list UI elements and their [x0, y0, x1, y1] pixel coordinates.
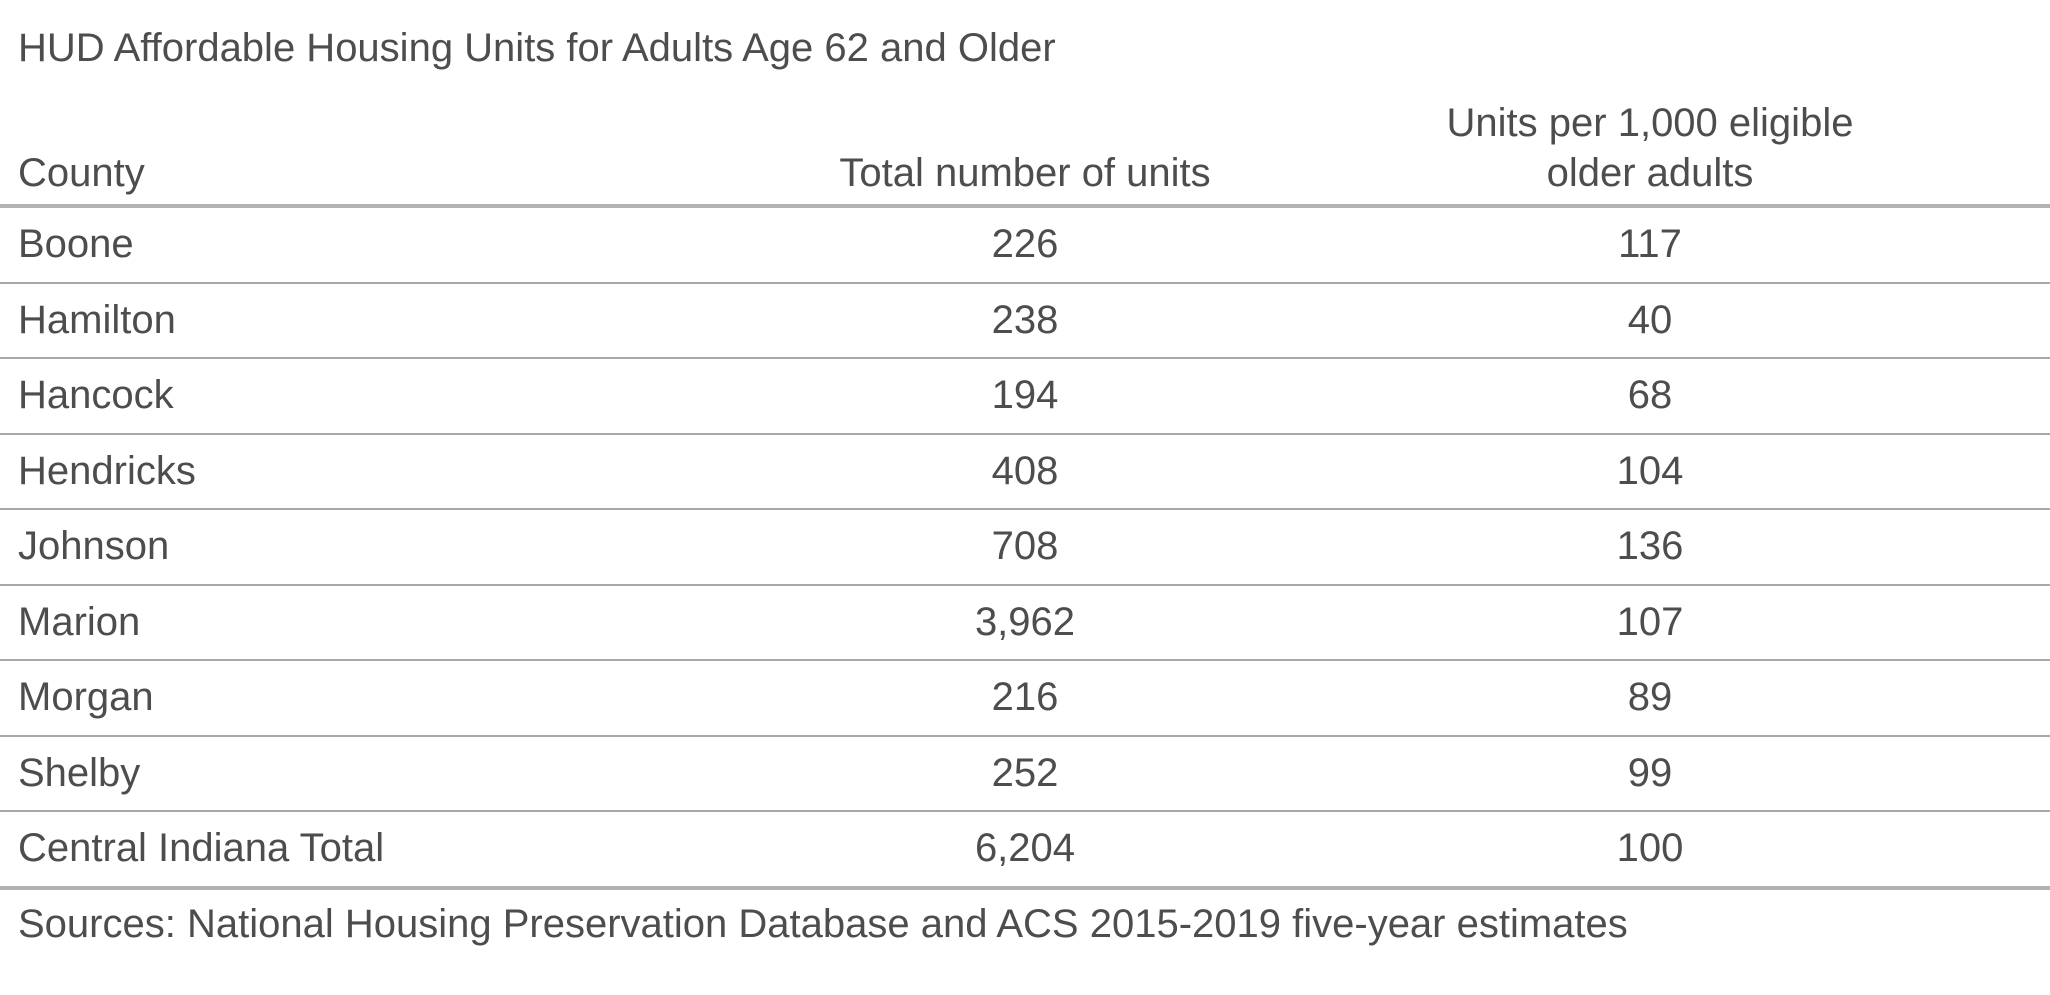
- cell-county: Central Indiana Total: [0, 811, 740, 890]
- cell-rate: 89: [1310, 660, 2050, 737]
- table-header: County Total number of units Units per 1…: [0, 98, 2050, 208]
- cell-county: Morgan: [0, 660, 740, 737]
- cell-county: Hamilton: [0, 282, 740, 359]
- cell-rate: 68: [1310, 358, 2050, 435]
- cell-total: 708: [740, 509, 1310, 586]
- housing-table-container: County Total number of units Units per 1…: [0, 98, 2050, 890]
- table-row: Marion 3,962 107: [0, 584, 2050, 661]
- table-row: Hamilton 238 40: [0, 282, 2050, 359]
- cell-county: Marion: [0, 584, 740, 661]
- cell-rate: 107: [1310, 584, 2050, 661]
- cell-total: 238: [740, 282, 1310, 359]
- cell-rate: 104: [1310, 433, 2050, 510]
- housing-units-table: County Total number of units Units per 1…: [0, 98, 2050, 890]
- cell-rate: 136: [1310, 509, 2050, 586]
- cell-total: 6,204: [740, 811, 1310, 890]
- cell-county: Hancock: [0, 358, 740, 435]
- cell-total: 194: [740, 358, 1310, 435]
- cell-county: Shelby: [0, 735, 740, 812]
- cell-total: 226: [740, 206, 1310, 284]
- table-row-total: Central Indiana Total 6,204 100: [0, 811, 2050, 890]
- cell-total: 408: [740, 433, 1310, 510]
- cell-rate: 99: [1310, 735, 2050, 812]
- source-note: Sources: National Housing Preservation D…: [18, 902, 1628, 946]
- cell-rate: 100: [1310, 811, 2050, 890]
- table-row: Boone 226 117: [0, 206, 2050, 284]
- header-units-per-1000-line1: Units per 1,000 eligible: [1446, 101, 1854, 145]
- cell-rate: 117: [1310, 206, 2050, 284]
- cell-county: Hendricks: [0, 433, 740, 510]
- cell-total: 3,962: [740, 584, 1310, 661]
- cell-total: 216: [740, 660, 1310, 737]
- cell-rate: 40: [1310, 282, 2050, 359]
- table-row: Morgan 216 89: [0, 660, 2050, 737]
- table-row: Shelby 252 99: [0, 735, 2050, 812]
- header-total-units: Total number of units: [740, 98, 1310, 208]
- table-title: HUD Affordable Housing Units for Adults …: [18, 26, 1056, 70]
- table-body: Boone 226 117 Hamilton 238 40 Hancock 19…: [0, 206, 2050, 890]
- header-row: County Total number of units Units per 1…: [0, 98, 2050, 208]
- header-county: County: [0, 98, 740, 208]
- header-units-per-1000: Units per 1,000 eligible older adults: [1310, 98, 2050, 208]
- table-row: Johnson 708 136: [0, 509, 2050, 586]
- cell-county: Boone: [0, 206, 740, 284]
- header-units-per-1000-line2: older adults: [1546, 151, 1754, 195]
- cell-county: Johnson: [0, 509, 740, 586]
- table-row: Hancock 194 68: [0, 358, 2050, 435]
- cell-total: 252: [740, 735, 1310, 812]
- table-row: Hendricks 408 104: [0, 433, 2050, 510]
